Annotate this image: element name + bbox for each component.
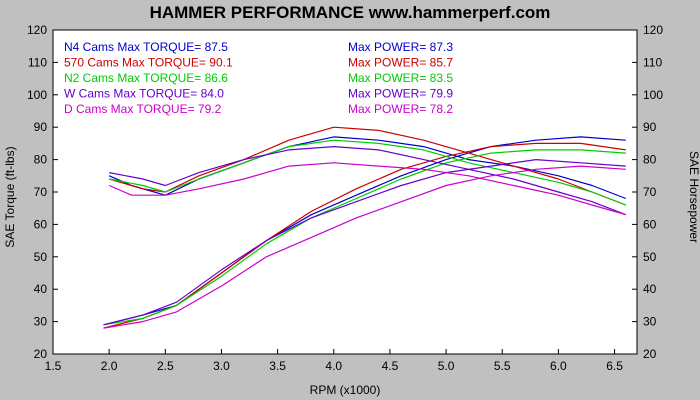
- y-tick-label-left: 100: [27, 88, 47, 102]
- y-tick-label-right: 90: [643, 120, 657, 134]
- x-tick-label: 4.0: [325, 359, 342, 373]
- legend-power-1: Max POWER= 85.7: [348, 56, 453, 70]
- x-tick-label: 5.0: [438, 359, 455, 373]
- legend-torque-4: D Cams Max TORQUE= 79.2: [64, 102, 222, 116]
- y-tick-label-right: 120: [643, 23, 663, 37]
- legend-power-0: Max POWER= 87.3: [348, 40, 453, 54]
- y-tick-label-right: 70: [643, 185, 657, 199]
- y-tick-label-left: 60: [34, 217, 48, 231]
- y-tick-label-left: 110: [28, 55, 47, 69]
- y-tick-label-right: 50: [643, 250, 657, 264]
- power-line-3: [103, 159, 626, 326]
- y-tick-label-right: 60: [643, 217, 657, 231]
- y-tick-label-right: 20: [643, 347, 657, 361]
- plot-area: [52, 29, 638, 355]
- legend-torque-3: W Cams Max TORQUE= 84.0: [64, 87, 224, 101]
- y-tick-label-left: 120: [27, 23, 47, 37]
- torque-line-0: [108, 136, 627, 200]
- y-tick-label-right: 110: [643, 55, 662, 69]
- y-tick-label-left: 90: [34, 120, 48, 134]
- x-tick-label: 3.5: [269, 359, 286, 373]
- x-tick-label: 6.0: [550, 359, 567, 373]
- torque-line-4: [108, 162, 626, 216]
- y-tick-label-left: 30: [34, 315, 48, 329]
- y-tick-label-left: 20: [34, 347, 48, 361]
- torque-line-3: [109, 146, 627, 216]
- torque-line-2: [109, 139, 627, 206]
- x-tick-label: 2.0: [101, 359, 118, 373]
- chart-title: HAMMER PERFORMANCE www.hammerperf.com: [150, 3, 551, 22]
- y-tick-label-right: 100: [643, 88, 663, 102]
- y-tick-label-left: 80: [34, 153, 48, 167]
- x-tick-label: 3.0: [213, 359, 230, 373]
- x-tick-label: 2.5: [157, 359, 174, 373]
- legend-power-3: Max POWER= 79.9: [348, 87, 453, 101]
- x-tick-label: 1.5: [45, 359, 62, 373]
- legend-power-4: Max POWER= 78.2: [348, 102, 453, 116]
- y-tick-label-left: 50: [34, 250, 48, 264]
- legend-torque-0: N4 Cams Max TORQUE= 87.5: [64, 40, 228, 54]
- y-tick-label-right: 30: [643, 315, 657, 329]
- x-tick-label: 4.5: [382, 359, 399, 373]
- y-axis-title-right: SAE Horsepower: [687, 151, 700, 243]
- y-axis-title-left: SAE Torque (ft-lbs): [3, 146, 17, 247]
- legend-torque-2: N2 Cams Max TORQUE= 86.6: [64, 71, 228, 85]
- series-layer: [103, 126, 627, 329]
- x-axis-title: RPM (x1000): [310, 383, 381, 397]
- legend-torque-1: 570 Cams Max TORQUE= 90.1: [64, 56, 233, 70]
- x-tick-label: 6.5: [606, 359, 623, 373]
- y-tick-label-left: 70: [34, 185, 48, 199]
- x-tick-label: 5.5: [494, 359, 511, 373]
- legend-power-2: Max POWER= 83.5: [348, 71, 453, 85]
- power-line-2: [103, 149, 626, 326]
- power-line-4: [103, 165, 626, 329]
- y-tick-label-left: 40: [34, 282, 48, 296]
- y-tick-label-right: 80: [643, 153, 657, 167]
- legend: N4 Cams Max TORQUE= 87.5 Max POWER= 87.3 5…: [64, 40, 453, 116]
- axis-ticks: 1.5 2.0 2.5 3.0 3.5 4.0 4.5 5.0 5.5 6.0 6.5 20 20 30 3…: [27, 23, 663, 373]
- y-tick-label-right: 40: [643, 282, 657, 296]
